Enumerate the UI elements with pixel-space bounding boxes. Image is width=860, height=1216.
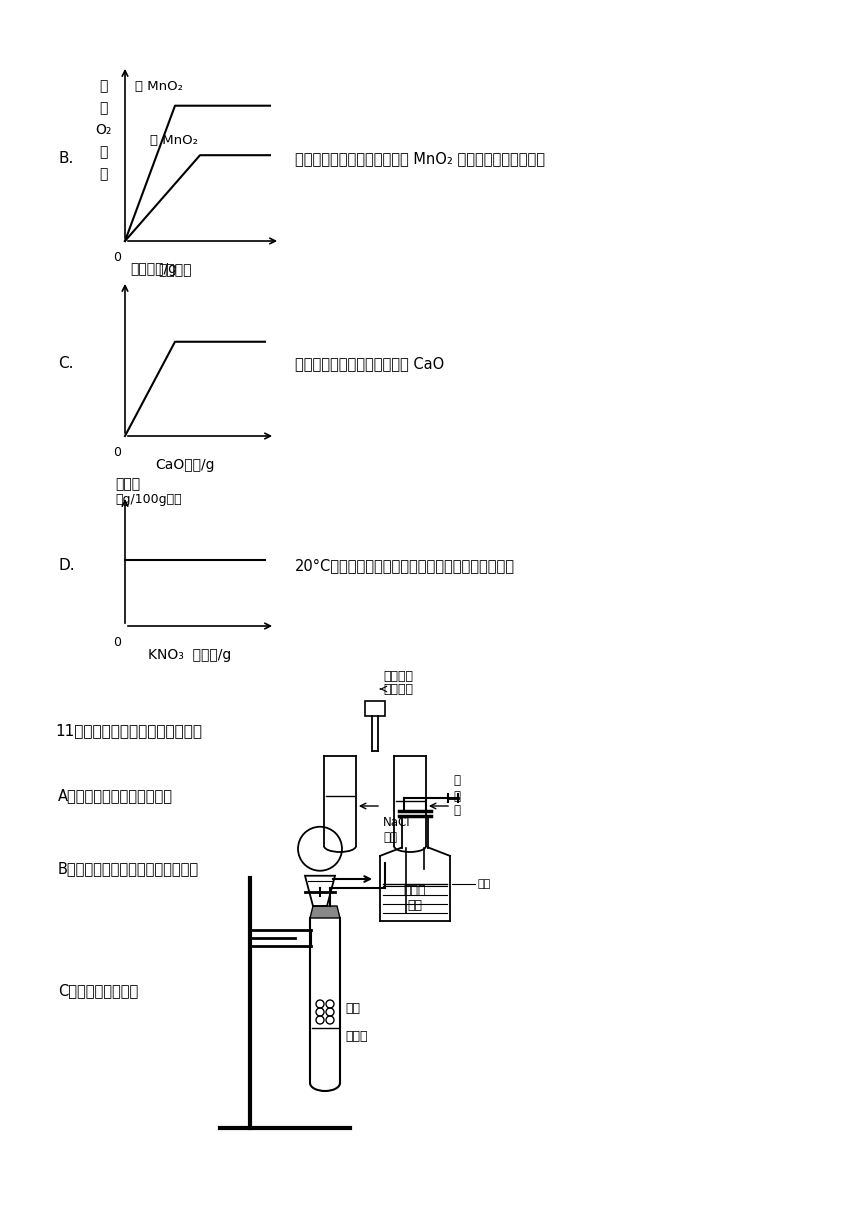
Text: 质: 质 xyxy=(99,145,108,159)
Text: C．实验室制取氢气: C．实验室制取氢气 xyxy=(58,983,138,998)
Text: 溶液质量/g: 溶液质量/g xyxy=(130,261,177,276)
Text: CaO质量/g: CaO质量/g xyxy=(156,458,215,472)
Text: B．检验氢气中是否混有氯化氢气体: B．检验氢气中是否混有氯化氢气体 xyxy=(58,861,200,876)
Text: 成: 成 xyxy=(99,101,108,116)
Text: 0: 0 xyxy=(113,250,121,264)
Text: 无 MnO₂: 无 MnO₂ xyxy=(150,134,198,147)
Text: 稀
盐
酸: 稀 盐 酸 xyxy=(453,775,460,817)
Text: NaCl
溶液: NaCl 溶液 xyxy=(383,816,410,844)
Text: 稀硫酸: 稀硫酸 xyxy=(345,1030,367,1042)
Text: 溶解度: 溶解度 xyxy=(115,477,140,491)
Text: 两份等质量的氯酸钒在有、无 MnO₂ 的情况下加热产生氧气: 两份等质量的氯酸钒在有、无 MnO₂ 的情况下加热产生氧气 xyxy=(295,151,545,167)
Text: 锶粒: 锶粒 xyxy=(345,1002,360,1014)
Text: A．鉴别氯化鼠溶液和稀盐酸: A．鉴别氯化鼠溶液和稀盐酸 xyxy=(58,788,173,804)
Text: 滴加无色: 滴加无色 xyxy=(383,670,413,683)
Text: KNO₃  的质量/g: KNO₃ 的质量/g xyxy=(149,648,231,662)
Text: 11．下列实验方法正确的是（　）: 11．下列实验方法正确的是（ ） xyxy=(55,724,202,738)
Text: 反应时间: 反应时间 xyxy=(158,263,192,277)
Text: 0: 0 xyxy=(113,636,121,649)
Text: 酥酘试液: 酥酘试液 xyxy=(383,683,413,696)
Text: 有 MnO₂: 有 MnO₂ xyxy=(135,80,183,92)
Text: B.: B. xyxy=(58,151,73,167)
Text: 向饱和澳清石灰水中加入少量 CaO: 向饱和澳清石灰水中加入少量 CaO xyxy=(295,356,445,371)
Text: D.: D. xyxy=(58,558,75,574)
Text: 生: 生 xyxy=(99,79,108,92)
Text: 确酸銀
溶液: 确酸銀 溶液 xyxy=(403,884,427,912)
Text: 溶液: 溶液 xyxy=(478,879,491,889)
Text: O₂: O₂ xyxy=(95,123,111,137)
Text: 量: 量 xyxy=(99,167,108,181)
Text: 0: 0 xyxy=(113,446,121,458)
Text: C.: C. xyxy=(58,356,73,371)
Text: 20°C时向确酸钒的不饱和溶液中不断加入固体确酸钒: 20°C时向确酸钒的不饱和溶液中不断加入固体确酸钒 xyxy=(295,558,515,574)
Polygon shape xyxy=(310,906,340,918)
Text: （g/100g水）: （g/100g水） xyxy=(115,492,181,506)
